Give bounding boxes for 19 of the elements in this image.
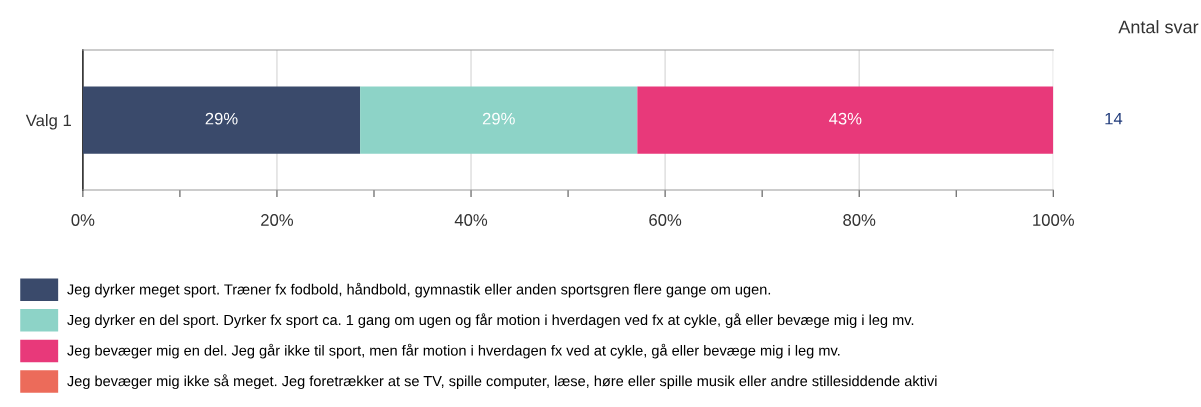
legend-label: Jeg dyrker en del sport. Dyrker fx sport ca. 1 gang om ugen og får motion i hverdagen ved fx at cykle, gå eller bevæge mig i leg mv. bbox=[67, 313, 914, 328]
bar bbox=[637, 86, 1054, 154]
x-tick-label: 100% bbox=[1033, 214, 1074, 226]
legend-label: Jeg bevæger mig ikke så meget. Jeg foretrækker at se TV, spille computer, læse, høre eller spille musik eller andre stillesiddende aktivi bbox=[67, 374, 937, 390]
legend-label: Jeg dyrker meget sport. Træner fx fodbold, håndbold, gymnastik eller anden sportsgren flere gange om ugen. bbox=[67, 282, 771, 298]
x-tick-label: 40% bbox=[454, 214, 488, 226]
y-tick-label: Valg 1 bbox=[25, 114, 71, 130]
x-tick-label: 60% bbox=[649, 214, 682, 226]
text: Antal svar bbox=[1118, 20, 1199, 34]
data-label: 29% bbox=[205, 112, 238, 125]
x-tick-label: 20% bbox=[261, 214, 294, 226]
legend-label: Jeg bevæger mig en del. Jeg går ikke til sport, men får motion i hverdagen fx ved at cykle, gå eller bevæge mig i leg mv. bbox=[67, 343, 840, 359]
bar bbox=[82, 86, 361, 154]
text: 14 bbox=[1105, 112, 1123, 125]
x-tick-label: 80% bbox=[843, 214, 876, 226]
x-tick-label: 0% bbox=[71, 214, 95, 226]
bar bbox=[360, 86, 638, 154]
data-label: 29% bbox=[482, 112, 515, 125]
data-label: 43% bbox=[829, 112, 862, 125]
